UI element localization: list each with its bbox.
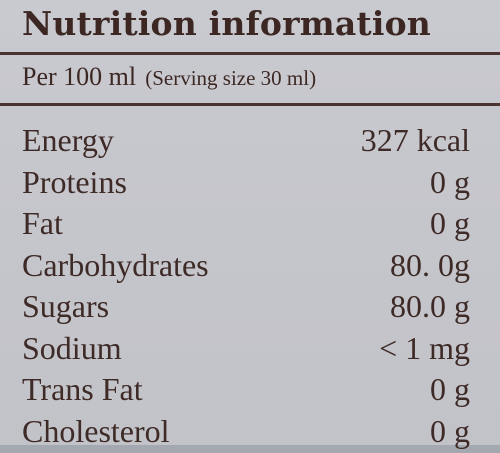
table-divider [0, 103, 500, 106]
nutrient-name: Sodium [22, 329, 122, 367]
nutrient-row-sodium: Sodium < 1 mg [0, 329, 500, 371]
nutrient-value: 0 g [430, 163, 470, 201]
nutrient-value: 0 g [430, 370, 470, 408]
nutrient-name: Sugars [22, 287, 109, 325]
nutrient-table: Energy 327 kcal Proteins 0 g Fat 0 g Car… [0, 121, 500, 453]
nutrient-row-proteins: Proteins 0 g [0, 163, 500, 205]
header-divider [0, 52, 500, 55]
serving-info: Per 100 ml (Serving size 30 ml) [22, 62, 316, 92]
nutrient-value: < 1 mg [379, 329, 470, 367]
serving-size: (Serving size 30 ml) [145, 66, 316, 90]
nutrient-row-fat: Fat 0 g [0, 204, 500, 246]
nutrient-row-cholesterol: Cholesterol 0 g [0, 412, 500, 453]
nutrient-name: Carbohydrates [22, 246, 209, 284]
nutrient-row-sugars: Sugars 80.0 g [0, 287, 500, 329]
nutrient-name: Proteins [22, 163, 127, 201]
nutrient-value: 80.0 g [390, 287, 470, 325]
nutrient-row-energy: Energy 327 kcal [0, 121, 500, 163]
nutrient-name: Fat [22, 204, 63, 242]
nutrient-value: 327 kcal [361, 121, 470, 159]
nutrient-name: Energy [22, 121, 114, 159]
nutrient-row-trans-fat: Trans Fat 0 g [0, 370, 500, 412]
nutrient-name: Cholesterol [22, 412, 170, 450]
nutrient-value: 0 g [430, 204, 470, 242]
label-title: Nutrition information [22, 4, 431, 43]
nutrient-value: 80. 0g [390, 246, 470, 284]
nutrient-row-carbohydrates: Carbohydrates 80. 0g [0, 246, 500, 288]
nutrient-value: 0 g [430, 412, 470, 450]
nutrient-name: Trans Fat [22, 370, 143, 408]
per-basis: Per 100 ml [22, 62, 136, 91]
